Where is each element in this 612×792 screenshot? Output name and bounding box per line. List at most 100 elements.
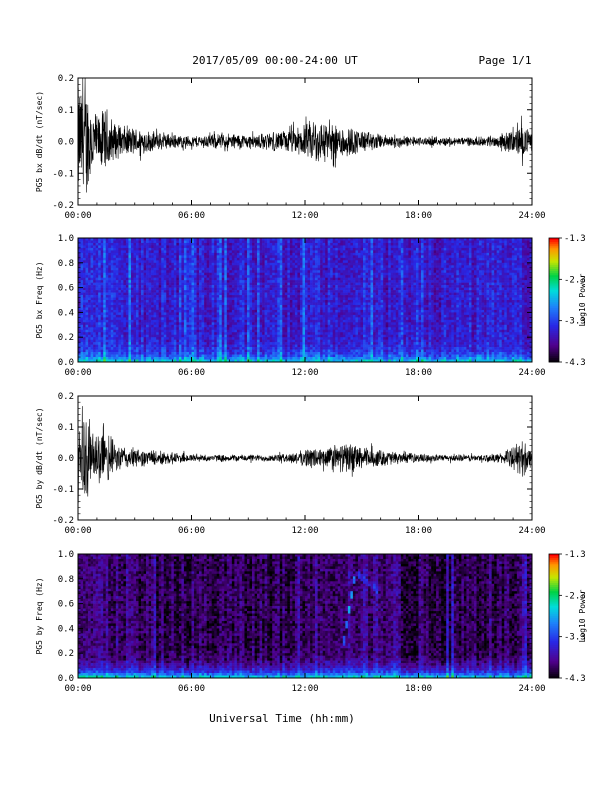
heatmap-cell (90, 304, 94, 308)
heatmap-cell (262, 332, 265, 336)
heatmap-cell (186, 267, 190, 271)
heatmap-cell (176, 282, 180, 286)
heatmap-cell (128, 302, 132, 306)
heatmap-cell (267, 262, 270, 266)
heatmap-cell (229, 297, 233, 301)
heatmap-cell (305, 317, 308, 321)
heatmap-cell (297, 252, 301, 256)
heatmap-cell (315, 287, 318, 291)
heatmap-cell (158, 357, 162, 360)
heatmap-cell (277, 319, 281, 323)
heatmap-cell (153, 267, 157, 271)
heatmap-cell (294, 334, 298, 338)
heatmap-cell (206, 250, 210, 254)
heatmap-cell (252, 309, 255, 313)
heatmap-cell (100, 270, 104, 274)
heatmap-cell (305, 257, 308, 261)
heatmap-cell (83, 314, 86, 318)
heatmap-cell (219, 272, 223, 276)
heatmap-cell (153, 240, 157, 244)
heatmap-cell (292, 349, 296, 353)
heatmap-cell (103, 277, 107, 281)
heatmap-cell (234, 297, 238, 301)
heatmap-cell (171, 267, 175, 271)
heatmap-cell (178, 300, 182, 303)
heatmap-cell (320, 245, 323, 249)
heatmap-cell (269, 304, 273, 308)
heatmap-cell (257, 337, 260, 340)
heatmap-cell (199, 252, 202, 256)
heatmap-cell (322, 332, 326, 336)
heatmap-cell (183, 257, 187, 261)
heatmap-cell (262, 292, 265, 296)
heatmap-cell (90, 265, 94, 269)
heatmap-cell (231, 304, 235, 308)
heatmap-cell (317, 285, 321, 288)
heatmap-cell (181, 255, 185, 259)
heatmap-cell (120, 247, 124, 251)
heatmap-cell (85, 309, 89, 313)
heatmap-cell (105, 262, 109, 266)
heatmap-cell (277, 349, 281, 353)
heatmap-cell (297, 270, 301, 274)
heatmap-cell (108, 277, 112, 281)
heatmap-cell (236, 339, 240, 343)
heatmap-cell (282, 302, 286, 306)
heatmap-cell (199, 312, 202, 316)
heatmap-cell (204, 332, 207, 336)
heatmap-cell (153, 317, 157, 321)
heatmap-cell (194, 245, 197, 249)
heatmap-cell (188, 255, 192, 259)
heatmap-cell (312, 329, 316, 333)
heatmap-cell (299, 312, 303, 316)
heatmap-cell (315, 240, 318, 244)
heatmap-cell (136, 347, 139, 350)
heatmap-cell (151, 304, 154, 308)
heatmap-cell (292, 319, 296, 323)
heatmap-cell (156, 277, 160, 281)
heatmap-cell (161, 354, 165, 358)
heatmap-cell (80, 309, 84, 313)
heatmap-cell (125, 247, 129, 251)
heatmap-cell (299, 275, 303, 278)
heatmap-cell (186, 238, 190, 241)
heatmap-cell (249, 270, 253, 274)
heatmap-cell (168, 339, 172, 343)
heatmap-cell (257, 242, 260, 246)
heatmap-cell (244, 304, 248, 308)
heatmap-cell (93, 287, 96, 291)
heatmap-cell (310, 272, 313, 276)
heatmap-cell (226, 314, 230, 318)
heatmap-cell (110, 354, 114, 358)
heatmap-cell (100, 302, 104, 306)
heatmap-cell (181, 309, 185, 313)
heatmap-cell (305, 327, 308, 331)
heatmap-cell (201, 319, 205, 323)
heatmap-cell (214, 347, 218, 350)
heatmap-cell (302, 292, 306, 296)
heatmap-cell (219, 287, 223, 291)
heatmap-cell (269, 300, 273, 303)
heatmap-cell (236, 270, 240, 274)
heatmap-cell (148, 307, 152, 311)
heatmap-cell (143, 240, 147, 244)
heatmap-cell (252, 327, 255, 331)
heatmap-cell (115, 277, 119, 281)
heatmap-cell (307, 352, 311, 355)
heatmap-cell (176, 275, 180, 278)
heatmap-cell (146, 255, 149, 259)
heatmap-cell (171, 292, 175, 296)
heatmap-cell (246, 247, 250, 251)
heatmap-cell (214, 242, 218, 246)
heatmap-cell (211, 319, 215, 323)
heatmap-cell (191, 319, 195, 323)
heatmap-cell (143, 339, 147, 343)
heatmap-cell (254, 242, 258, 246)
heatmap-cell (221, 334, 225, 338)
heatmap-cell (206, 277, 210, 281)
heatmap-cell (173, 280, 177, 283)
heatmap-cell (320, 337, 323, 340)
heatmap-cell (78, 322, 81, 326)
heatmap-cell (292, 332, 296, 336)
heatmap-cell (269, 342, 273, 345)
